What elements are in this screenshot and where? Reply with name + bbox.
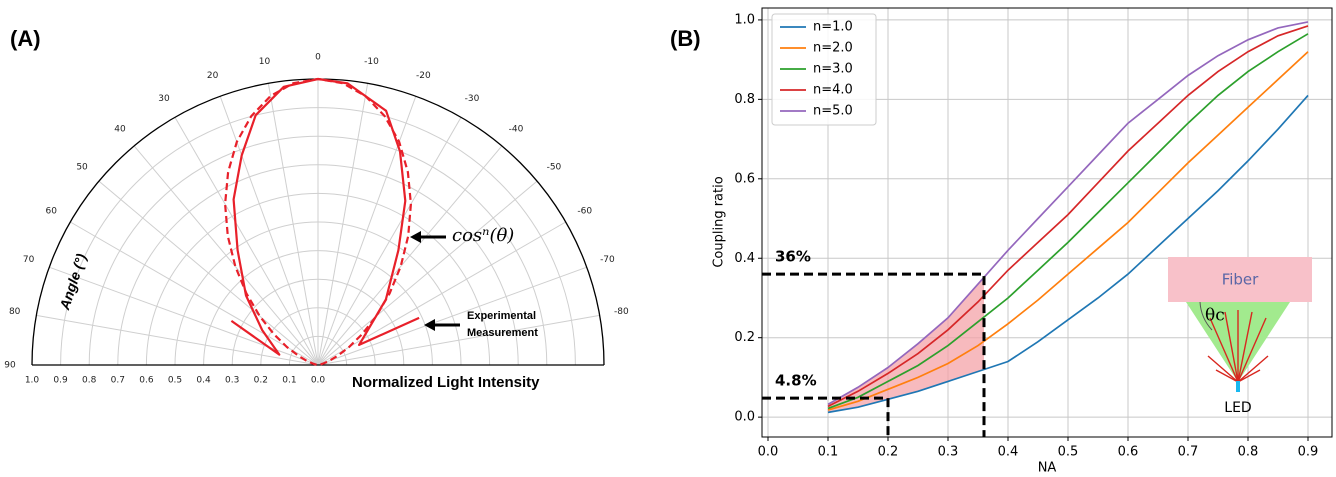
y-tick-label: 0.2 xyxy=(734,330,755,345)
y-tick-label: 0.0 xyxy=(734,410,755,425)
y-axis-label: Coupling ratio xyxy=(712,176,727,267)
inset-label: Fiber xyxy=(1222,271,1259,289)
theta-tick-label: -50 xyxy=(547,163,562,173)
series-label-box: Experimental Measurement xyxy=(467,310,538,339)
r-tick-label: 0.1 xyxy=(282,376,296,386)
r-tick-label: 1.0 xyxy=(25,376,40,386)
inset-label: θc xyxy=(1205,306,1225,326)
legend-label: n=2.0 xyxy=(813,41,853,56)
theta-tick-label: 50 xyxy=(76,163,88,173)
grid-circle xyxy=(60,107,576,366)
line-series xyxy=(827,51,1309,411)
theta-tick-label: -40 xyxy=(509,125,524,135)
theta-tick-label: 60 xyxy=(46,207,58,217)
grid-circle xyxy=(88,135,548,366)
ray xyxy=(1224,311,1239,383)
annotation-label: 36% xyxy=(775,248,811,266)
theta-tick-label: 30 xyxy=(158,94,170,104)
line-series xyxy=(827,21,1309,406)
r-tick-label: 0.9 xyxy=(53,376,68,386)
theta-tick-label: -30 xyxy=(465,94,480,104)
r-tick-label: 0.3 xyxy=(225,376,239,386)
x-tick-label: 0.0 xyxy=(758,445,779,460)
y-tick-label: 0.6 xyxy=(734,171,755,186)
y-tick-label: 0.8 xyxy=(734,92,755,107)
inset-diagram: Fiber θc LED xyxy=(1168,257,1312,416)
grid-circle xyxy=(117,164,519,366)
angle-arc xyxy=(1199,301,1213,331)
r-tick-label: 0.5 xyxy=(168,376,182,386)
x-tick-label: 0.7 xyxy=(1178,445,1199,460)
theta-tick-label: -10 xyxy=(364,57,379,67)
theta-tick-label: 10 xyxy=(259,57,271,67)
x-tick-label: 0.3 xyxy=(938,445,959,460)
y-tick-label: 1.0 xyxy=(734,12,755,27)
x-tick-label: 0.2 xyxy=(878,445,899,460)
grid-circle xyxy=(288,335,348,366)
series-label: Experimental Measurement xyxy=(467,310,538,339)
x-axis-label: NA xyxy=(1038,461,1057,476)
r-tick-label: 0.6 xyxy=(139,376,154,386)
fiber-box xyxy=(1168,257,1312,302)
ray xyxy=(1237,311,1253,383)
line-series xyxy=(827,25,1309,408)
grid-circle xyxy=(174,221,462,366)
ray xyxy=(1237,369,1261,383)
annotation-guide xyxy=(762,272,986,437)
panel-label: (B) xyxy=(670,26,701,51)
theta-tick-label: -60 xyxy=(577,207,592,217)
theta-axis-label: Angle (°) xyxy=(56,251,89,312)
ray xyxy=(1237,317,1267,383)
r-tick-label: 0.7 xyxy=(111,376,125,386)
panel-label: (A) xyxy=(10,26,41,51)
legend-label: n=4.0 xyxy=(813,83,853,98)
ray xyxy=(1215,369,1239,383)
ray xyxy=(1237,355,1269,383)
grid-circle xyxy=(145,192,491,366)
theta-tick-label: 20 xyxy=(207,71,219,81)
r-tick-label: 0.2 xyxy=(254,376,268,386)
series-label: cosⁿ(θ) xyxy=(452,225,514,246)
theta-tick-label: 70 xyxy=(23,255,35,265)
grid-circle xyxy=(203,250,433,366)
theta-tick-label: 40 xyxy=(114,125,126,135)
x-tick-label: 0.9 xyxy=(1298,445,1319,460)
theta-tick-label: -70 xyxy=(600,255,615,265)
theta-tick-label: -80 xyxy=(614,307,629,317)
r-tick-label: 0.0 xyxy=(311,376,326,386)
annotation-label: 4.8% xyxy=(775,372,817,390)
line-series xyxy=(827,94,1309,414)
x-tick-label: 0.1 xyxy=(818,445,839,460)
led-chip xyxy=(1236,381,1240,392)
legend-label: n=1.0 xyxy=(813,20,853,35)
polar-series xyxy=(230,77,420,356)
legend-label: n=5.0 xyxy=(813,104,853,119)
x-tick-label: 0.5 xyxy=(1058,445,1079,460)
theta-tick-label: 0 xyxy=(315,53,321,63)
theta-tick-label: -20 xyxy=(416,71,431,81)
r-axis-label: Normalized Light Intensity xyxy=(352,374,540,391)
arrow-head xyxy=(424,319,435,331)
plot-frame xyxy=(761,7,1333,438)
ray xyxy=(1207,355,1239,383)
theta-tick-label: 80 xyxy=(9,307,21,317)
shaded-region xyxy=(828,277,984,413)
annotation-guide xyxy=(762,396,890,437)
ray xyxy=(1209,317,1239,383)
theta-tick-label: 90 xyxy=(4,361,16,371)
y-tick-label: 0.4 xyxy=(734,251,755,266)
x-tick-label: 0.4 xyxy=(998,445,1019,460)
line-series xyxy=(827,33,1309,410)
x-tick-label: 0.6 xyxy=(1118,445,1139,460)
legend-label: n=3.0 xyxy=(813,62,853,77)
arrow-head xyxy=(410,231,421,243)
r-tick-label: 0.4 xyxy=(196,376,211,386)
ray-group xyxy=(1207,310,1269,383)
x-tick-label: 0.8 xyxy=(1238,445,1259,460)
legend-box xyxy=(771,13,877,126)
r-tick-label: 0.8 xyxy=(82,376,97,386)
inset-label: LED xyxy=(1224,400,1251,416)
